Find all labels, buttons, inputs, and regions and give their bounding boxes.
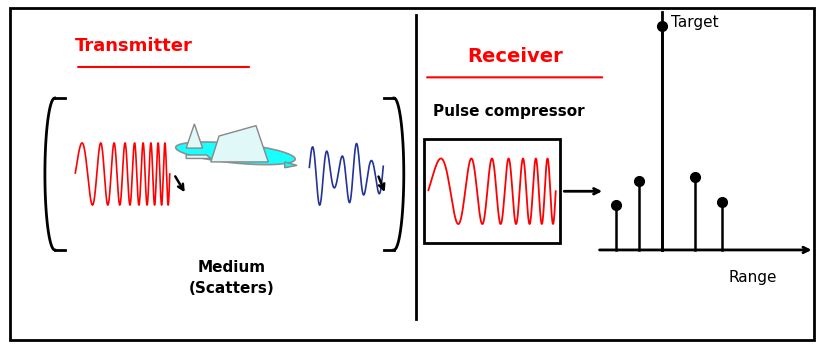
Text: Receiver: Receiver — [466, 47, 563, 66]
Polygon shape — [285, 162, 297, 168]
Text: Range: Range — [728, 270, 777, 285]
Polygon shape — [186, 124, 203, 148]
Text: Pulse compressor: Pulse compressor — [433, 104, 584, 119]
Polygon shape — [186, 155, 211, 158]
Text: Transmitter: Transmitter — [75, 37, 193, 55]
Bar — [424, 140, 559, 243]
Ellipse shape — [176, 142, 295, 165]
Polygon shape — [211, 126, 269, 162]
Text: Target: Target — [671, 15, 719, 30]
Text: Medium
(Scatters): Medium (Scatters) — [189, 260, 274, 295]
